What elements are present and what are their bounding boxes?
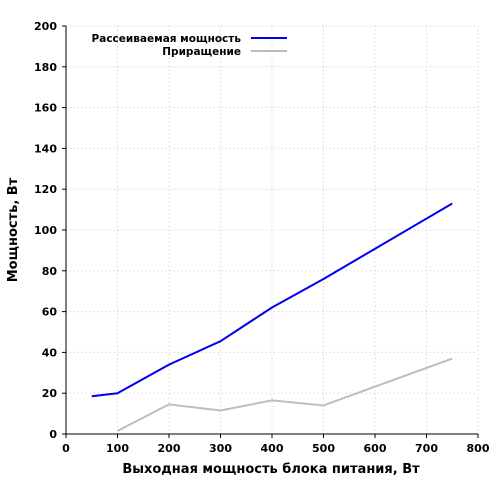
x-tick-label: 200 [158,442,181,455]
x-tick-label: 700 [415,442,438,455]
series-lines [91,202,453,432]
x-tick-label: 600 [364,442,387,455]
y-tick-label: 0 [49,428,57,441]
y-tick-label: 20 [42,387,58,400]
y-axis-title: Мощность, Вт [6,177,21,282]
series-line-1 [91,202,453,398]
y-tick-label: 200 [34,20,57,33]
x-tick-label: 300 [209,442,232,455]
y-tick-label: 80 [42,265,58,278]
y-tick-label: 100 [34,224,57,237]
grid [66,25,479,434]
y-tick-label: 160 [34,102,57,115]
y-tick-label: 140 [34,142,57,155]
y-tick-label: 40 [42,346,58,359]
x-tick-label: 100 [106,442,129,455]
legend-label-2: Приращение [162,46,241,58]
x-tick-label: 400 [261,442,284,455]
x-tick-label: 500 [312,442,335,455]
legend-label-1: Рассеиваемая мощность [92,33,242,45]
axes: 0 100 200 300 400 500 600 700 800 0 20 40 60 80 100 120… [34,20,490,455]
x-axis-title: Выходная мощность блока питания, Вт [122,462,420,477]
x-tick-label: 800 [467,442,490,455]
y-tick-label: 180 [34,61,57,74]
y-tick-label: 120 [34,183,57,196]
series-line-2 [117,357,453,432]
y-tick-label: 60 [42,306,58,319]
x-tick-label: 0 [62,442,70,455]
